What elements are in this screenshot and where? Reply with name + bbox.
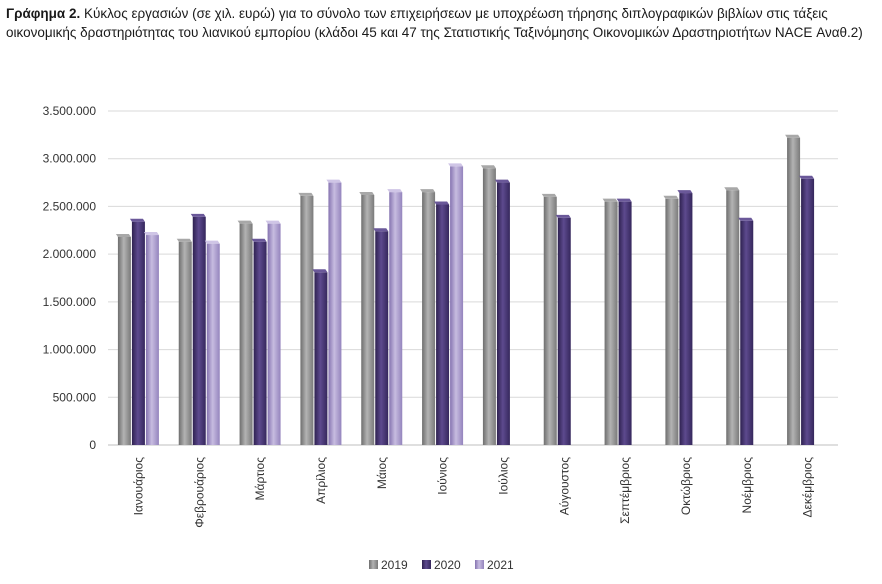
bar-top-2019-11 (785, 134, 801, 138)
legend-swatch-2019 (369, 560, 378, 569)
bar-top-2020-5 (434, 201, 450, 205)
legend-label-2019: 2019 (381, 558, 408, 572)
y-tick-label: 0 (89, 438, 96, 452)
bar-top-2019-7 (541, 193, 557, 197)
y-tick-label: 3.500.000 (43, 104, 97, 118)
y-tick-label: 2.500.000 (43, 199, 97, 213)
y-tick-label: 2.000.000 (43, 247, 97, 261)
bar-top-2021-0 (143, 232, 159, 236)
bar-top-2019-4 (359, 191, 375, 195)
bar-top-2019-3 (298, 192, 314, 196)
bar-top-2019-0 (115, 233, 131, 237)
bar-top-2019-2 (237, 220, 253, 224)
bar-top-2020-1 (190, 213, 206, 217)
bar-2019-7 (543, 196, 557, 445)
y-tick-label: 500.000 (53, 390, 97, 404)
bar-2020-6 (496, 182, 510, 446)
bar-2021-1 (206, 243, 220, 445)
x-tick-label: Αύγουστος (557, 457, 571, 515)
y-axis: 0 500.000 1.000.000 1.500.000 2.000.000 2.500… (43, 104, 97, 452)
x-tick-label: Νοέμβριος (740, 457, 754, 514)
bar-2019-3 (300, 195, 314, 445)
bar-2020-7 (557, 217, 571, 445)
x-tick-label: Ιανουάριος (131, 457, 145, 516)
x-tick-label: Φεβρουάριος (192, 457, 206, 528)
legend: 2019 2020 2021 (369, 558, 514, 572)
bar-top-2019-8 (602, 198, 618, 202)
bar-top-2021-2 (265, 220, 281, 224)
bar-top-2020-8 (616, 198, 632, 202)
bar-top-2019-1 (176, 238, 192, 242)
bar-top-2019-10 (724, 187, 740, 191)
bar-2020-4 (375, 231, 389, 445)
bars (115, 134, 815, 446)
caption-text: Κύκλος εργασιών (σε χιλ. ευρώ) για το σύ… (6, 6, 863, 40)
bar-2019-0 (117, 236, 131, 445)
bar-top-2020-3 (312, 269, 328, 273)
legend-swatch-2020 (422, 560, 431, 569)
x-tick-label: Μάρτιος (253, 457, 267, 501)
legend-label-2021: 2021 (487, 558, 514, 572)
x-tick-label: Οκτώβριος (679, 457, 693, 515)
bar-2021-0 (145, 235, 159, 445)
bar-2021-5 (450, 166, 464, 445)
bar-2020-8 (618, 201, 632, 445)
x-tick-label: Μάιος (375, 457, 389, 489)
bar-2019-9 (665, 198, 679, 445)
bar-2020-1 (192, 216, 206, 445)
bar-top-2019-9 (663, 195, 679, 199)
bar-2020-0 (131, 221, 145, 445)
bar-top-2019-5 (420, 189, 436, 193)
bar-2019-2 (239, 223, 253, 445)
bar-top-2020-2 (251, 238, 267, 242)
y-tick-label: 3.000.000 (43, 152, 97, 166)
y-tick-label: 1.000.000 (43, 343, 97, 357)
bar-top-2021-1 (204, 240, 220, 244)
legend-swatch-2021 (475, 560, 484, 569)
bar-top-2021-3 (326, 179, 342, 183)
x-tick-label: Ιούνιος (436, 457, 450, 495)
bar-top-2020-11 (799, 175, 815, 179)
bar-2019-4 (361, 194, 375, 445)
bar-top-2021-5 (448, 163, 464, 167)
caption-label: Γράφημα 2. (6, 6, 81, 21)
y-tick-label: 1.500.000 (43, 295, 97, 309)
bar-2019-5 (422, 192, 436, 445)
x-tick-label: Ιούλιος (496, 457, 510, 495)
gridlines (108, 110, 838, 446)
x-axis: Ιανουάριος Φεβρουάριος Μάρτιος Απρίλιος Μάιο… (131, 457, 814, 528)
bar-top-2020-10 (738, 217, 754, 221)
chart-caption: Γράφημα 2. Κύκλος εργασιών (σε χιλ. ευρώ… (6, 4, 876, 42)
bar-2021-2 (267, 223, 281, 445)
x-tick-label: Σεπτέμβριος (618, 457, 632, 524)
bar-2020-5 (436, 204, 450, 445)
bar-2019-10 (726, 190, 740, 445)
bar-2020-2 (253, 241, 267, 445)
bar-2021-3 (328, 182, 342, 446)
x-tick-label: Απρίλιος (314, 457, 328, 504)
bar-top-2020-0 (129, 218, 145, 222)
bar-2020-9 (679, 193, 693, 445)
x-tick-label: Δεκέμβριος (801, 457, 815, 518)
bar-2019-6 (482, 168, 496, 445)
bar-2019-11 (787, 137, 801, 445)
bar-top-2019-6 (480, 165, 496, 169)
bar-2019-8 (604, 201, 618, 445)
bar-2020-10 (740, 220, 754, 445)
bar-2020-11 (801, 178, 815, 446)
bar-top-2020-9 (677, 190, 693, 194)
bar-top-2020-6 (494, 179, 510, 183)
bar-top-2020-7 (555, 214, 571, 218)
bar-2019-1 (178, 241, 192, 445)
bar-top-2020-4 (373, 228, 389, 232)
bar-2021-4 (389, 192, 403, 445)
legend-label-2020: 2020 (434, 558, 461, 572)
bar-2020-3 (314, 272, 328, 445)
bar-top-2021-4 (387, 189, 403, 193)
